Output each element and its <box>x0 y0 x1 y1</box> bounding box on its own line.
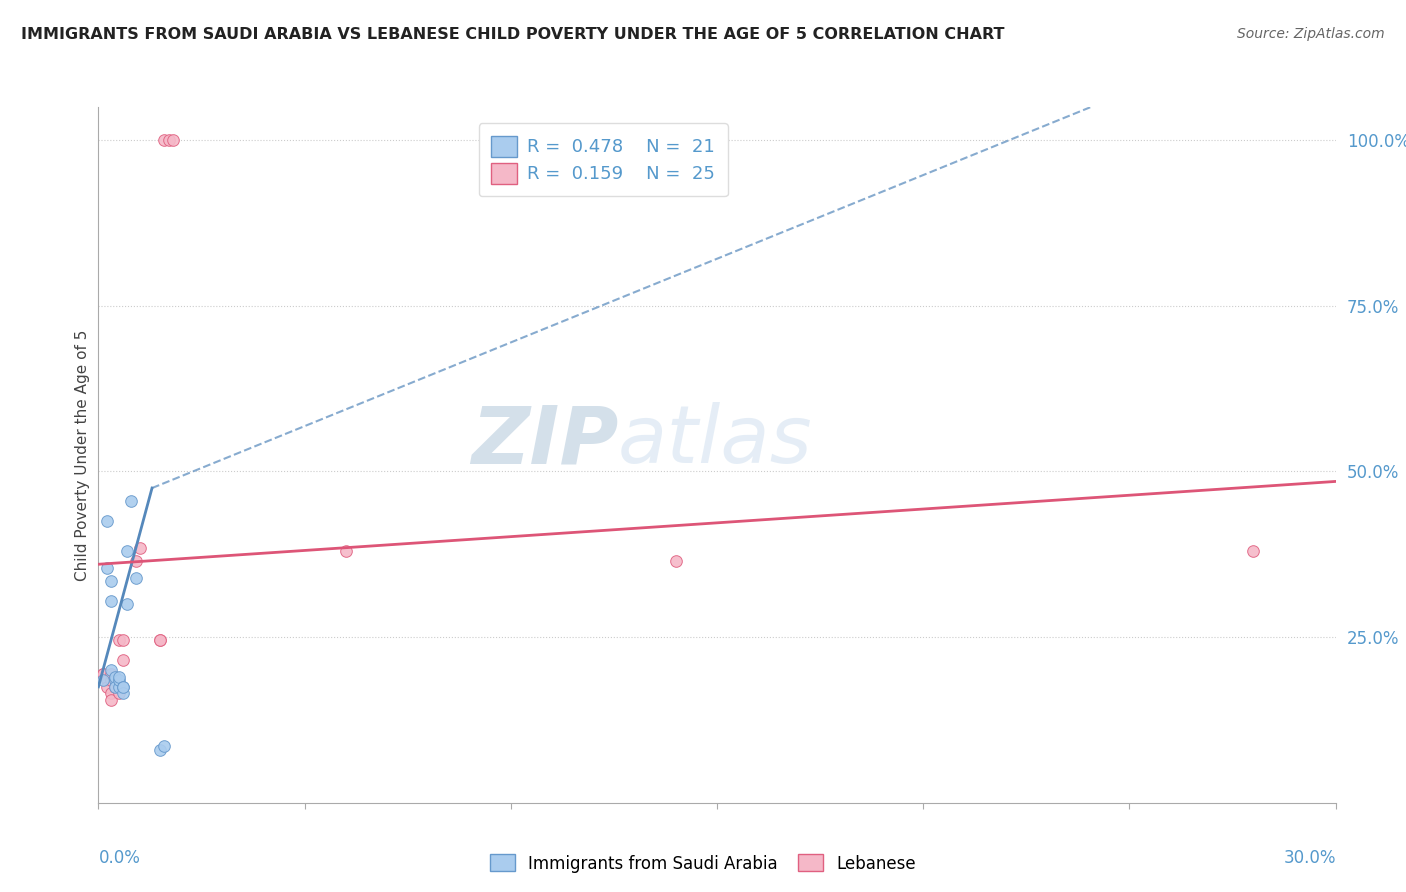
Point <box>100 666 122 681</box>
Text: atlas: atlas <box>619 402 813 480</box>
Point <box>124 570 146 584</box>
Point <box>157 133 180 147</box>
Point <box>91 666 114 681</box>
Point <box>153 133 176 147</box>
Text: IMMIGRANTS FROM SAUDI ARABIA VS LEBANESE CHILD POVERTY UNDER THE AGE OF 5 CORREL: IMMIGRANTS FROM SAUDI ARABIA VS LEBANESE… <box>21 27 1005 42</box>
Point <box>117 544 139 558</box>
Point <box>100 663 122 677</box>
Legend: Immigrants from Saudi Arabia, Lebanese: Immigrants from Saudi Arabia, Lebanese <box>484 847 922 880</box>
Point <box>112 633 135 648</box>
Text: 0.0%: 0.0% <box>98 849 141 867</box>
Text: Source: ZipAtlas.com: Source: ZipAtlas.com <box>1237 27 1385 41</box>
Point <box>128 541 150 555</box>
Point <box>149 743 172 757</box>
Point <box>96 680 118 694</box>
Point <box>335 544 357 558</box>
Point <box>112 680 135 694</box>
Legend: R =  0.478    N =  21, R =  0.159    N =  25: R = 0.478 N = 21, R = 0.159 N = 25 <box>478 123 728 196</box>
Point <box>162 133 184 147</box>
Point <box>108 633 131 648</box>
Point <box>153 739 176 754</box>
Point <box>108 673 131 688</box>
Point <box>100 686 122 700</box>
Point <box>100 574 122 588</box>
Point <box>1241 544 1264 558</box>
Text: ZIP: ZIP <box>471 402 619 480</box>
Point <box>108 686 131 700</box>
Point <box>100 693 122 707</box>
Point <box>112 686 135 700</box>
Point <box>100 673 122 688</box>
Point <box>124 554 146 568</box>
Point <box>104 670 127 684</box>
Point <box>104 680 127 694</box>
Point <box>117 597 139 611</box>
Point <box>665 554 688 568</box>
Point <box>104 673 127 688</box>
Point <box>108 680 131 694</box>
Point <box>91 666 114 681</box>
Point <box>120 494 142 508</box>
Point <box>149 633 172 648</box>
Y-axis label: Child Poverty Under the Age of 5: Child Poverty Under the Age of 5 <box>75 329 90 581</box>
Point <box>108 670 131 684</box>
Point <box>96 673 118 688</box>
Point <box>91 673 114 688</box>
Point <box>112 653 135 667</box>
Point <box>108 680 131 694</box>
Point <box>96 514 118 528</box>
Point <box>96 560 118 574</box>
Point <box>104 680 127 694</box>
Point <box>112 680 135 694</box>
Point <box>149 633 172 648</box>
Point <box>100 593 122 607</box>
Text: 30.0%: 30.0% <box>1284 849 1336 867</box>
Point <box>104 670 127 684</box>
